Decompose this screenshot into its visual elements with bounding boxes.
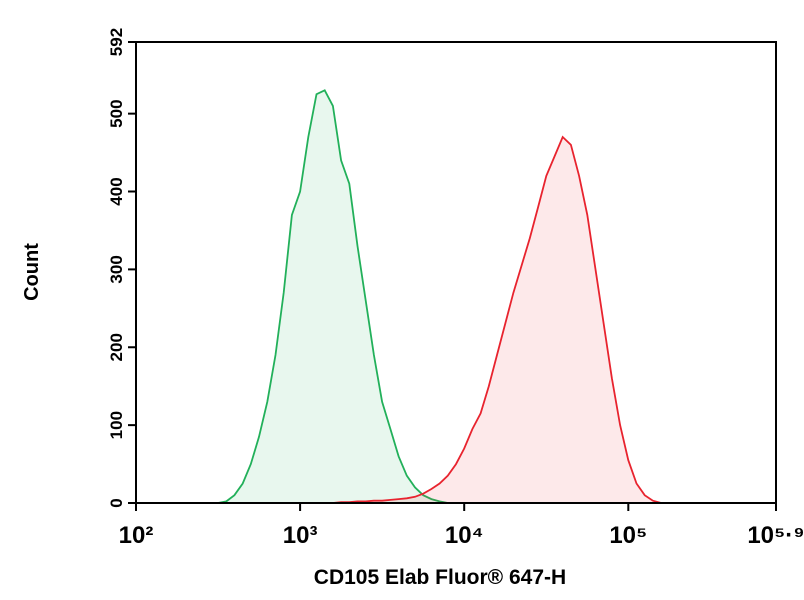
- y-tick-label: 100: [107, 411, 126, 439]
- y-tick-label: 400: [107, 177, 126, 205]
- y-tick-label: 200: [107, 333, 126, 361]
- histogram-line: [217, 89, 448, 504]
- x-axis-label: CD105 Elab Fluor® 647-H: [314, 566, 566, 589]
- y-tick-label: 300: [107, 255, 126, 283]
- histogram-line: [332, 135, 662, 504]
- plot-frame: [135, 41, 777, 504]
- y-tick-label: 500: [107, 99, 126, 127]
- histogram-fill: [218, 90, 448, 504]
- x-tick-label: 10²: [119, 522, 154, 549]
- x-tick-label: 10⁵·⁹: [747, 522, 804, 549]
- x-tick-label: 10⁴: [445, 522, 484, 549]
- y-tick-label: 592: [107, 28, 126, 56]
- x-tick-label: 10⁵: [609, 522, 647, 549]
- histogram-fill: [332, 137, 662, 503]
- x-tick-label: 10³: [283, 522, 318, 549]
- y-axis-label: Count: [21, 243, 43, 301]
- y-tick-label: 0: [107, 498, 126, 507]
